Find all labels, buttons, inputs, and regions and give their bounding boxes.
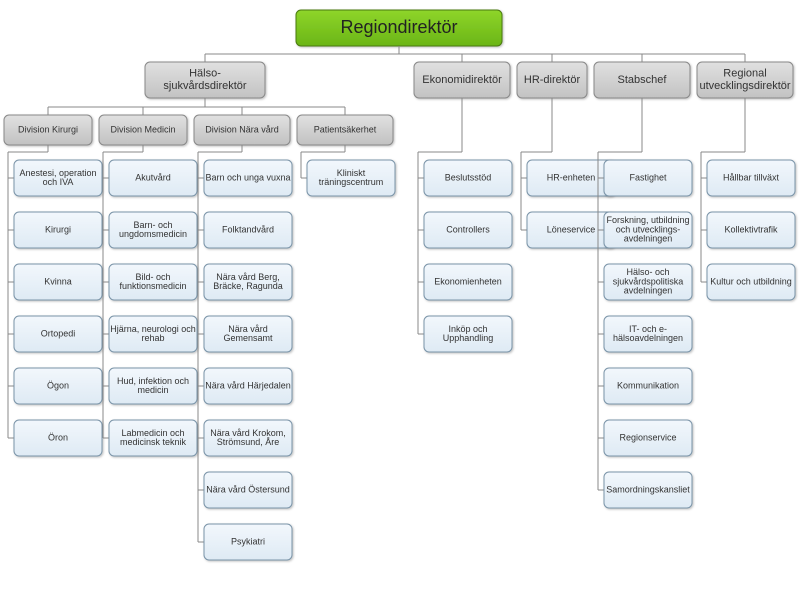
l2-hr-label: HR-direktör — [524, 74, 581, 86]
leaf-stabs-2: Hälso- ochsjukvårdspolitiskaavdelningen — [604, 264, 692, 300]
leaf-nara-4: Nära vård Härjedalen — [204, 368, 292, 404]
leaf-stabs-4: Kommunikation — [604, 368, 692, 404]
leaf-medicin-5-label: medicinsk teknik — [120, 437, 187, 447]
leaf-ekon-1: Controllers — [424, 212, 512, 248]
l2-ekon: Ekonomidirektör — [414, 62, 510, 98]
leaf-medicin-2: Bild- ochfunktionsmedicin — [109, 264, 197, 300]
leaf-kirurgi-0-label: och IVA — [43, 177, 74, 187]
leaf-kirurgi-4: Ögon — [14, 368, 102, 404]
l2-stabs: Stabschef — [594, 62, 690, 98]
leaf-kirurgi-0: Anestesi, operationoch IVA — [14, 160, 102, 196]
leaf-nara-7: Psykiatri — [204, 524, 292, 560]
leaf-stabs-1: Forskning, utbildningoch utvecklings-avd… — [604, 212, 692, 248]
leaf-medicin-3-label: rehab — [141, 333, 164, 343]
leaf-stabs-2-label: avdelningen — [624, 286, 673, 296]
leaf-medicin-2-label: funktionsmedicin — [119, 281, 186, 291]
leaf-medicin-0-label: Akutvård — [135, 172, 171, 182]
l3-medicin-label: Division Medicin — [110, 124, 175, 134]
l2-halso-label: sjukvårdsdirektör — [163, 80, 246, 92]
leaf-stabs-3-label: hälsoavdelningen — [613, 333, 683, 343]
l3-kirurgi-label: Division Kirurgi — [18, 124, 78, 134]
leaf-medicin-4-label: medicin — [137, 385, 168, 395]
l2-ekon-label: Ekonomidirektör — [422, 74, 502, 86]
l2-halso-label: Hälso- — [189, 68, 221, 80]
leaf-medicin-1-label: ungdomsmedicin — [119, 229, 187, 239]
leaf-nara-5: Nära vård Krokom,Strömsund, Åre — [204, 420, 292, 456]
l2-regutv-label: Regional — [723, 68, 766, 80]
leaf-stabs-5-label: Regionservice — [619, 432, 676, 442]
leaf-medicin-5: Labmedicin ochmedicinsk teknik — [109, 420, 197, 456]
leaf-medicin-3: Hjärna, neurologi ochrehab — [109, 316, 197, 352]
leaf-stabs-6: Samordningskansliet — [604, 472, 692, 508]
leaf-kirurgi-2-label: Kvinna — [44, 276, 72, 286]
leaf-nara-2: Nära vård Berg,Bräcke, Ragunda — [204, 264, 292, 300]
leaf-nara-2-label: Bräcke, Ragunda — [213, 281, 283, 291]
leaf-kirurgi-3-label: Ortopedi — [41, 328, 76, 338]
leaf-nara-4-label: Nära vård Härjedalen — [205, 380, 291, 390]
leaf-nara-1-label: Folktandvård — [222, 224, 274, 234]
leaf-ekon-3-label: Upphandling — [443, 333, 494, 343]
leaf-hr-1-label: Löneservice — [547, 224, 596, 234]
leaf-nara-6: Nära vård Östersund — [204, 472, 292, 508]
leaf-kirurgi-5: Öron — [14, 420, 102, 456]
leaf-regutv-1: Kollektivtrafik — [707, 212, 795, 248]
l3-nara-label: Division Nära vård — [205, 124, 279, 134]
leaf-nara-0-label: Barn och unga vuxna — [205, 172, 290, 182]
leaf-ekon-1-label: Controllers — [446, 224, 490, 234]
l2-regutv-label: utvecklingsdirektör — [699, 80, 790, 92]
leaf-nara-7-label: Psykiatri — [231, 536, 265, 546]
l3-patsakr-label: Patientsäkerhet — [314, 124, 377, 134]
l3-nara: Division Nära vård — [194, 115, 290, 145]
leaf-medicin-0: Akutvård — [109, 160, 197, 196]
l3-kirurgi: Division Kirurgi — [4, 115, 92, 145]
leaf-stabs-1-label: avdelningen — [624, 234, 673, 244]
leaf-stabs-0-label: Fastighet — [629, 172, 667, 182]
root-box-label: Regiondirektör — [340, 17, 457, 37]
l2-regutv: Regionalutvecklingsdirektör — [697, 62, 793, 98]
org-chart: Regiondirektör Hälso-sjukvårdsdirektör Eko… — [0, 0, 799, 616]
leaf-regutv-0-label: Hållbar tillväxt — [723, 172, 780, 182]
leaf-medicin-4: Hud, infektion ochmedicin — [109, 368, 197, 404]
l2-stabs-label: Stabschef — [618, 74, 668, 86]
leaf-hr-0-label: HR-enheten — [547, 172, 596, 182]
leaf-nara-3-label: Gemensamt — [223, 333, 273, 343]
leaf-ekon-2: Ekonomienheten — [424, 264, 512, 300]
l2-hr: HR-direktör — [517, 62, 587, 98]
leaf-ekon-0: Beslutsstöd — [424, 160, 512, 196]
l3-medicin: Division Medicin — [99, 115, 187, 145]
leaf-regutv-2: Kultur och utbildning — [707, 264, 795, 300]
leaf-stabs-4-label: Kommunikation — [617, 380, 679, 390]
leaf-kirurgi-2: Kvinna — [14, 264, 102, 300]
leaf-regutv-0: Hållbar tillväxt — [707, 160, 795, 196]
l3-patsakr: Patientsäkerhet — [297, 115, 393, 145]
leaf-patsakr-0-label: träningscentrum — [319, 177, 384, 187]
leaf-patsakr-0: Klinisktträningscentrum — [307, 160, 395, 196]
leaf-ekon-0-label: Beslutsstöd — [445, 172, 492, 182]
leaf-stabs-0: Fastighet — [604, 160, 692, 196]
leaf-nara-1: Folktandvård — [204, 212, 292, 248]
leaf-nara-0: Barn och unga vuxna — [204, 160, 292, 196]
leaf-nara-6-label: Nära vård Östersund — [206, 484, 290, 494]
leaf-regutv-1-label: Kollektivtrafik — [724, 224, 778, 234]
leaf-nara-3: Nära vårdGemensamt — [204, 316, 292, 352]
leaf-stabs-6-label: Samordningskansliet — [606, 484, 690, 494]
leaf-stabs-3: IT- och e-hälsoavdelningen — [604, 316, 692, 352]
l2-halso: Hälso-sjukvårdsdirektör — [145, 62, 265, 98]
leaf-ekon-3: Inköp ochUpphandling — [424, 316, 512, 352]
leaf-nara-5-label: Strömsund, Åre — [217, 437, 280, 447]
leaf-ekon-2-label: Ekonomienheten — [434, 276, 502, 286]
leaf-regutv-2-label: Kultur och utbildning — [710, 276, 792, 286]
leaf-medicin-1: Barn- ochungdomsmedicin — [109, 212, 197, 248]
leaf-kirurgi-1: Kirurgi — [14, 212, 102, 248]
leaf-stabs-5: Regionservice — [604, 420, 692, 456]
leaf-kirurgi-3: Ortopedi — [14, 316, 102, 352]
leaf-kirurgi-1-label: Kirurgi — [45, 224, 71, 234]
root-box: Regiondirektör — [296, 10, 502, 46]
leaf-kirurgi-4-label: Ögon — [47, 380, 69, 390]
leaf-kirurgi-5-label: Öron — [48, 432, 68, 442]
